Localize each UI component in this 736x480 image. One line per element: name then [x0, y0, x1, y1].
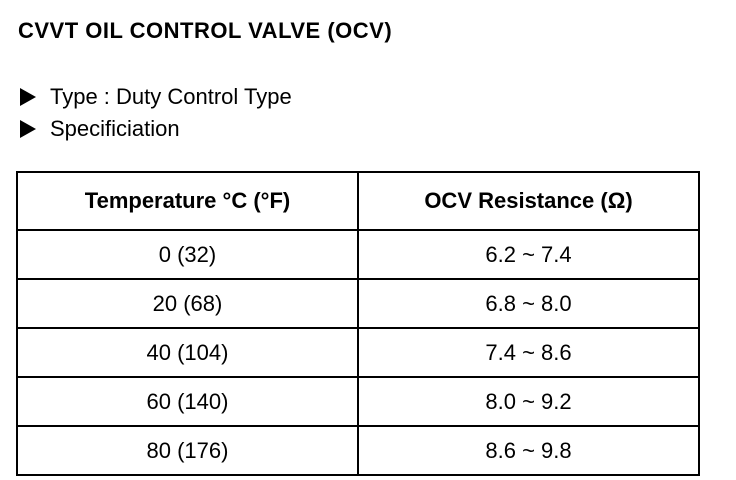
table-row: 40 (104) 7.4 ~ 8.6 — [16, 327, 700, 378]
bullet-item: Type : Duty Control Type — [20, 84, 292, 110]
bullet-marker — [20, 120, 36, 138]
table-cell: 0 (32) — [16, 229, 359, 280]
table-cell: 6.2 ~ 7.4 — [357, 229, 700, 280]
bullet-marker — [20, 88, 36, 106]
table-row: 20 (68) 6.8 ~ 8.0 — [16, 278, 700, 329]
table-cell: 8.6 ~ 9.8 — [357, 425, 700, 476]
table-row: 80 (176) 8.6 ~ 9.8 — [16, 425, 700, 476]
table-cell: 6.8 ~ 8.0 — [357, 278, 700, 329]
item-text: Type : Duty Control Type — [50, 84, 292, 109]
table-row: 60 (140) 8.0 ~ 9.2 — [16, 376, 700, 427]
header-cell: Temperature °C (°F) — [16, 171, 359, 231]
table-cell: 20 (68) — [16, 278, 359, 329]
table-cell: 8.0 ~ 9.2 — [357, 376, 700, 427]
bullet-item: Specificiation — [20, 116, 180, 142]
table-cell: 7.4 ~ 8.6 — [357, 327, 700, 378]
table-body: 0 (32) 6.2 ~ 7.4 20 (68) 6.8 ~ 8.0 40 (104) 7… — [16, 229, 700, 476]
table-cell: 80 (176) — [16, 425, 359, 476]
item-text: Specificiation — [50, 116, 180, 141]
table-row: 0 (32) 6.2 ~ 7.4 — [16, 229, 700, 280]
title: CVVT OIL CONTROL VALVE (OCV) — [18, 18, 393, 43]
header-cell: OCV Resistance (Ω) — [357, 171, 700, 231]
table-cell: 60 (140) — [16, 376, 359, 427]
spec-table: Temperature °C (°F) OCV Resistance (Ω) 0… — [16, 171, 700, 476]
table-cell: 40 (104) — [16, 327, 359, 378]
header-row: Temperature °C (°F) OCV Resistance (Ω) — [16, 171, 700, 231]
